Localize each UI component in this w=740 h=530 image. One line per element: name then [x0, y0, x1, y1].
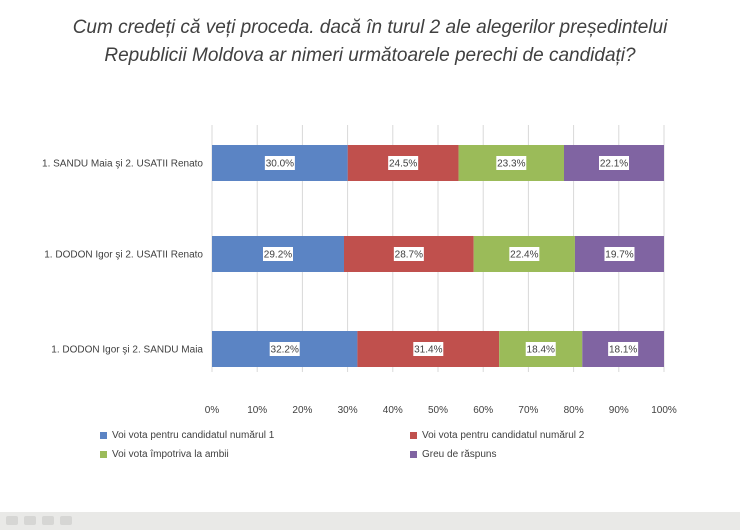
legend-label: Voi vota împotriva la ambii — [112, 449, 229, 460]
data-label-box — [599, 156, 630, 170]
legend-swatch — [410, 432, 417, 439]
slideshow-toolbar — [0, 512, 740, 530]
x-tick-label: 10% — [247, 405, 267, 416]
legend-item-candidate-2: Voi vota pentru candidatul numărul 2 — [410, 430, 660, 441]
data-label-box — [262, 247, 293, 261]
data-label-box — [608, 342, 639, 356]
category-label: 1. SANDU Maia şi 2. USATII Renato — [42, 159, 203, 170]
legend-item-against-both: Voi vota împotriva la ambii — [100, 449, 410, 460]
data-label: 24.5% — [389, 159, 417, 170]
legend-swatch — [100, 432, 107, 439]
data-label-box — [393, 247, 424, 261]
data-label: 19.7% — [605, 250, 633, 261]
x-tick-label: 70% — [518, 405, 538, 416]
data-label: 23.3% — [497, 159, 525, 170]
x-axis-ticks: 0% 10% 20% 30% 40% 50% 60% 70% 80% 90% 100% — [205, 405, 677, 416]
data-label: 32.2% — [271, 345, 299, 356]
data-label-box — [413, 342, 444, 356]
legend-label: Voi vota pentru candidatul numărul 1 — [112, 430, 275, 441]
data-label: 18.1% — [609, 345, 637, 356]
legend-swatch — [100, 451, 107, 458]
category-labels: 1. SANDU Maia şi 2. USATII Renato 1. DODO… — [42, 159, 203, 356]
chart-title-line: Cum credeți că veți proceda. dacă în tur… — [72, 17, 668, 38]
data-label: 31.4% — [414, 345, 442, 356]
data-label-box — [264, 156, 295, 170]
category-label: 1. DODON Igor şi 2. SANDU Maia — [51, 345, 203, 356]
stacked-bar-chart: 30.0% 24.5% 23.3% 22.1% 29.2% 28.7% 22.4% 19.7%… — [42, 125, 677, 416]
data-label: 22.1% — [600, 159, 628, 170]
next-slide-icon[interactable] — [24, 516, 36, 525]
data-label: 28.7% — [395, 250, 423, 261]
data-label: 29.2% — [264, 250, 292, 261]
category-label: 1. DODON Igor şi 2. USATII Renato — [44, 250, 203, 261]
slide: Cum credeți că veți proceda. dacă în tur… — [0, 0, 740, 512]
chart-title-line: Republicii Moldova ar nimeri următoarele… — [104, 45, 636, 66]
x-tick-label: 50% — [428, 405, 448, 416]
data-label-box — [269, 342, 300, 356]
chart-title: Cum credeți că veți proceda. dacă în tur… — [20, 14, 720, 70]
data-label: 18.4% — [527, 345, 555, 356]
menu-icon[interactable] — [60, 516, 72, 525]
legend-item-hard-to-answer: Greu de răspuns — [410, 449, 660, 460]
data-label-box — [496, 156, 527, 170]
x-tick-label: 30% — [338, 405, 358, 416]
data-label: 30.0% — [266, 159, 294, 170]
x-tick-label: 0% — [205, 405, 220, 416]
legend-swatch — [410, 451, 417, 458]
legend-label: Voi vota pentru candidatul numărul 2 — [422, 430, 585, 441]
data-labels: 30.0% 24.5% 23.3% 22.1% 29.2% 28.7% 22.4% 19.7%… — [262, 156, 639, 356]
previous-slide-icon[interactable] — [6, 516, 18, 525]
data-label-box — [388, 156, 419, 170]
x-tick-label: 60% — [473, 405, 493, 416]
x-tick-label: 40% — [383, 405, 403, 416]
data-label-box — [525, 342, 556, 356]
pen-icon[interactable] — [42, 516, 54, 525]
data-label-box — [604, 247, 635, 261]
data-label: 22.4% — [510, 250, 538, 261]
bars — [212, 145, 664, 367]
legend-item-candidate-1: Voi vota pentru candidatul numărul 1 — [100, 430, 410, 441]
data-label-box — [509, 247, 540, 261]
x-tick-label: 100% — [651, 405, 677, 416]
x-tick-label: 80% — [564, 405, 584, 416]
legend: Voi vota pentru candidatul numărul 1 Voi… — [100, 430, 660, 460]
legend-label: Greu de răspuns — [422, 449, 497, 460]
x-tick-label: 90% — [609, 405, 629, 416]
x-tick-label: 20% — [292, 405, 312, 416]
